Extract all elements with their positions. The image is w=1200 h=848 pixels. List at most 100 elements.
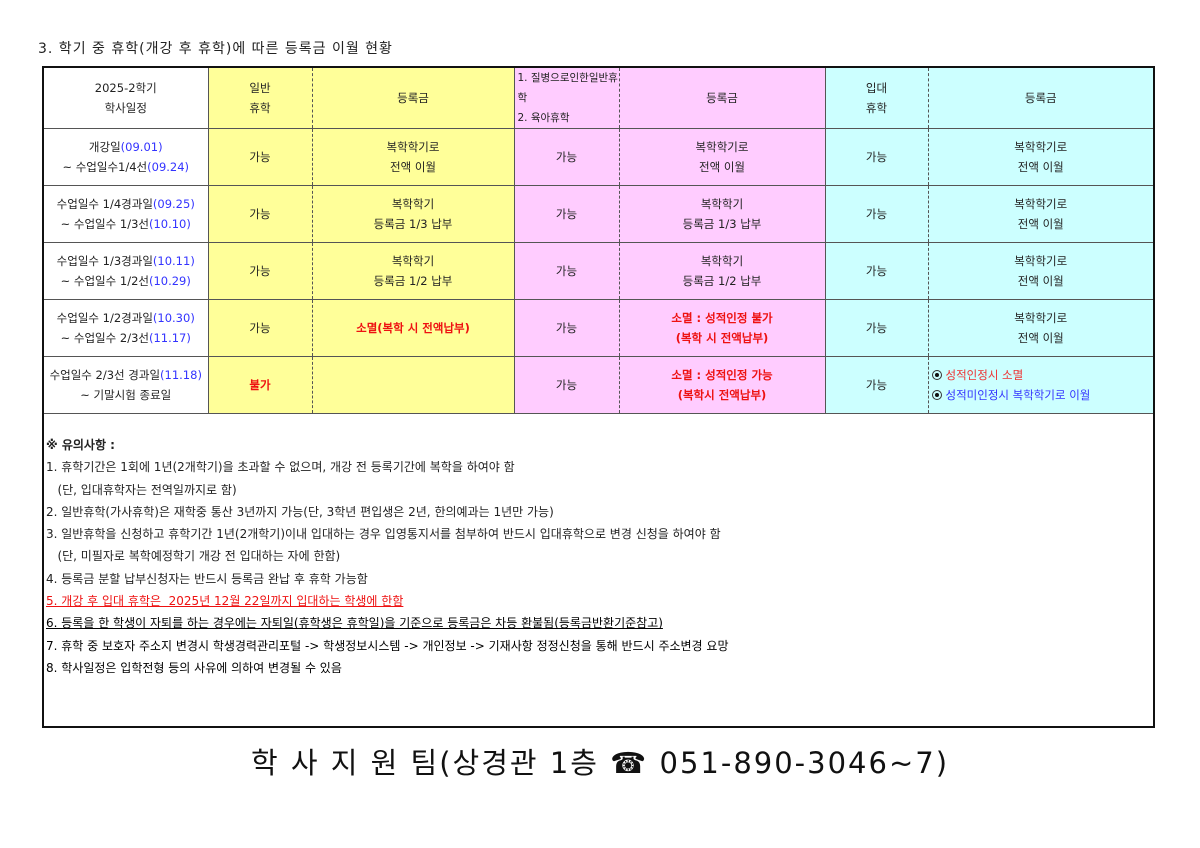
schedule-label: 수업일수 2/3선 경과일: [49, 368, 161, 382]
note-item: 5. 개강 후 입대 휴학은 2025년 12월 22일까지 입대하는 학생에 …: [46, 594, 404, 609]
contact-footer: 학 사 지 원 팀(상경관 1층 ☎ 051-890-3046~7): [250, 746, 950, 780]
fee-illness-cell: 소멸 : 성적인정 불가 (복학 시 전액납부): [618, 299, 826, 357]
fee-general-cell: 소멸(복학 시 전액납부): [311, 299, 515, 357]
general-cell: 가능: [207, 242, 313, 300]
fee-illness-cell: 복학학기로 전액 이월: [618, 128, 826, 186]
cell-line: 등록금 1/3 납부: [682, 217, 762, 231]
header-text: 휴학: [249, 101, 271, 115]
illness-cell: 가능: [513, 242, 620, 300]
military-cell: 가능: [824, 242, 929, 300]
note-item: 7. 휴학 중 보호자 주소지 변경시 학생경력관리포털 -> 학생정보시스템 …: [46, 638, 729, 653]
cell-line: 복학학기로: [1014, 197, 1068, 211]
general-cell: 가능: [207, 128, 313, 186]
fee-military-cell: 복학학기로 전액 이월: [927, 299, 1155, 357]
cell-line: 복학학기로: [1014, 311, 1068, 325]
schedule-label: ~ 수업일수 1/2선: [60, 274, 149, 288]
cell-line: 복학학기: [700, 254, 744, 268]
schedule-label: ~ 수업일수 2/3선: [60, 331, 149, 345]
military-cell: 가능: [824, 185, 929, 243]
military-cell: 가능: [824, 356, 929, 414]
illness-cell: 가능: [513, 128, 620, 186]
schedule-label: ~ 기말시험 종료일: [80, 388, 172, 402]
cell-line: 등록금 1/3 납부: [373, 217, 453, 231]
header-text: 휴학: [865, 101, 888, 115]
cell-line: 복학학기로: [695, 140, 749, 154]
header-illness: 1. 질병으로인한일반휴학 2. 육아휴학: [513, 66, 620, 129]
general-cell: 가능: [207, 299, 313, 357]
header-text: 입대: [865, 81, 888, 95]
table-row: 수업일수 2/3선 경과일(11.18) ~ 기말시험 종료일 불가 가능 소멸 …: [42, 356, 1155, 414]
radio-bullet-icon: [931, 390, 942, 400]
cell-line: 소멸 : 성적인정 불가: [671, 311, 773, 325]
schedule-date: (10.11): [152, 254, 195, 268]
cell-line: 수업일수 2/3선 경과일(11.18): [44, 365, 208, 385]
note-item: 1. 휴학기간은 1회에 1년(2개학기)을 초과할 수 없으며, 개강 전 등…: [46, 460, 515, 475]
schedule-date: (09.25): [152, 197, 195, 211]
cell-line: 수업일수 1/2경과일(10.30): [44, 308, 208, 328]
cell-line: 등록금 1/2 납부: [373, 274, 453, 288]
schedule-date: (10.30): [152, 311, 195, 325]
schedule-date: (10.10): [148, 217, 191, 231]
option-text: 성적인정시 소멸: [945, 368, 1024, 382]
notes-section: ※ 유의사항 : 1. 휴학기간은 1회에 1년(2개학기)을 초과할 수 없으…: [42, 413, 1155, 728]
option-text: 성적미인정시 복학학기로 이월: [945, 388, 1091, 402]
illness-cell: 가능: [513, 356, 620, 414]
fee-general-cell: 복학학기 등록금 1/2 납부: [311, 242, 515, 300]
header-fee-general: 등록금: [311, 66, 515, 129]
cell-line: 소멸 : 성적인정 가능: [671, 368, 773, 382]
military-cell: 가능: [824, 299, 929, 357]
cell-line: 개강일(09.01): [44, 137, 208, 157]
illness-cell: 가능: [513, 185, 620, 243]
cell-line: 복학학기로: [1014, 140, 1068, 154]
illness-cell: 가능: [513, 299, 620, 357]
table-row: 수업일수 1/2경과일(10.30) ~ 수업일수 2/3선(11.17) 가능 …: [42, 299, 1155, 357]
cell-line: 등록금 1/2 납부: [682, 274, 762, 288]
cell-line: 성적인정시 소멸: [931, 365, 1154, 385]
note-item: 3. 일반휴학을 신청하고 휴학기간 1년(2개학기)이내 입대하는 경우 입영…: [46, 527, 721, 542]
schedule-cell: 수업일수 1/2경과일(10.30) ~ 수업일수 2/3선(11.17): [42, 299, 209, 357]
schedule-cell: 수업일수 2/3선 경과일(11.18) ~ 기말시험 종료일: [42, 356, 209, 414]
note-item: 2. 일반휴학(가사휴학)은 재학중 통산 3년까지 가능(단, 3학년 편입생…: [46, 504, 554, 519]
header-text: 일반: [249, 81, 271, 95]
cell-line: ~ 기말시험 종료일: [44, 385, 208, 405]
note-item: 4. 등록금 분할 납부신청자는 반드시 등록금 완납 후 휴학 가능함: [46, 571, 368, 586]
fee-general-cell: 복학학기 등록금 1/3 납부: [311, 185, 515, 243]
table-row: 수업일수 1/4경과일(09.25) ~ 수업일수 1/3선(10.10) 가능 …: [42, 185, 1155, 243]
schedule-cell: 수업일수 1/3경과일(10.11) ~ 수업일수 1/2선(10.29): [42, 242, 209, 300]
note-item: 8. 학사일정은 입학전형 등의 사유에 의하여 변경될 수 있음: [46, 660, 342, 675]
header-text: 1. 질병으로인한일반휴학: [517, 72, 618, 104]
notes-heading: ※ 유의사항 :: [46, 438, 115, 452]
cell-line: ~ 수업일수 2/3선(11.17): [44, 328, 208, 348]
header-text: 2025-2학기: [94, 81, 157, 95]
fee-military-cell: 복학학기로 전액 이월: [927, 128, 1155, 186]
cell-line: 복학학기: [700, 197, 744, 211]
schedule-date: (09.01): [120, 140, 163, 154]
fee-military-cell: 복학학기로 전액 이월: [927, 242, 1155, 300]
schedule-cell: 수업일수 1/4경과일(09.25) ~ 수업일수 1/3선(10.10): [42, 185, 209, 243]
schedule-date: (10.29): [148, 274, 191, 288]
schedule-label: 수업일수 1/3경과일: [56, 254, 153, 268]
note-item: (단, 미필자로 복학예정학기 개강 전 입대하는 자에 한함): [46, 549, 341, 564]
cell-line: 복학학기로: [1014, 254, 1068, 268]
note-item: 6. 등록을 한 학생이 자퇴를 하는 경우에는 자퇴일(휴학생은 휴학일)을 …: [46, 616, 663, 631]
header-text: 학사일정: [104, 101, 147, 115]
radio-bullet-icon: [931, 370, 942, 380]
schedule-date: (11.17): [148, 331, 191, 345]
section-title: 3. 학기 중 휴학(개강 후 휴학)에 따른 등록금 이월 현황: [38, 41, 393, 57]
table-row: 개강일(09.01) ~ 수업일수1/4선(09.24) 가능 복학학기로 전액 이…: [42, 128, 1155, 186]
cell-line: ~ 수업일수1/4선(09.24): [44, 157, 208, 177]
cell-line: 전액 이월: [1017, 217, 1064, 231]
fee-general-cell: 복학학기로 전액 이월: [311, 128, 515, 186]
schedule-label: 수업일수 1/4경과일: [56, 197, 153, 211]
cell-line: ~ 수업일수 1/3선(10.10): [44, 214, 208, 234]
cell-line: (복학시 전액납부): [677, 388, 767, 402]
cell-line: 성적미인정시 복학학기로 이월: [931, 385, 1154, 405]
header-fee-military: 등록금: [927, 66, 1155, 129]
